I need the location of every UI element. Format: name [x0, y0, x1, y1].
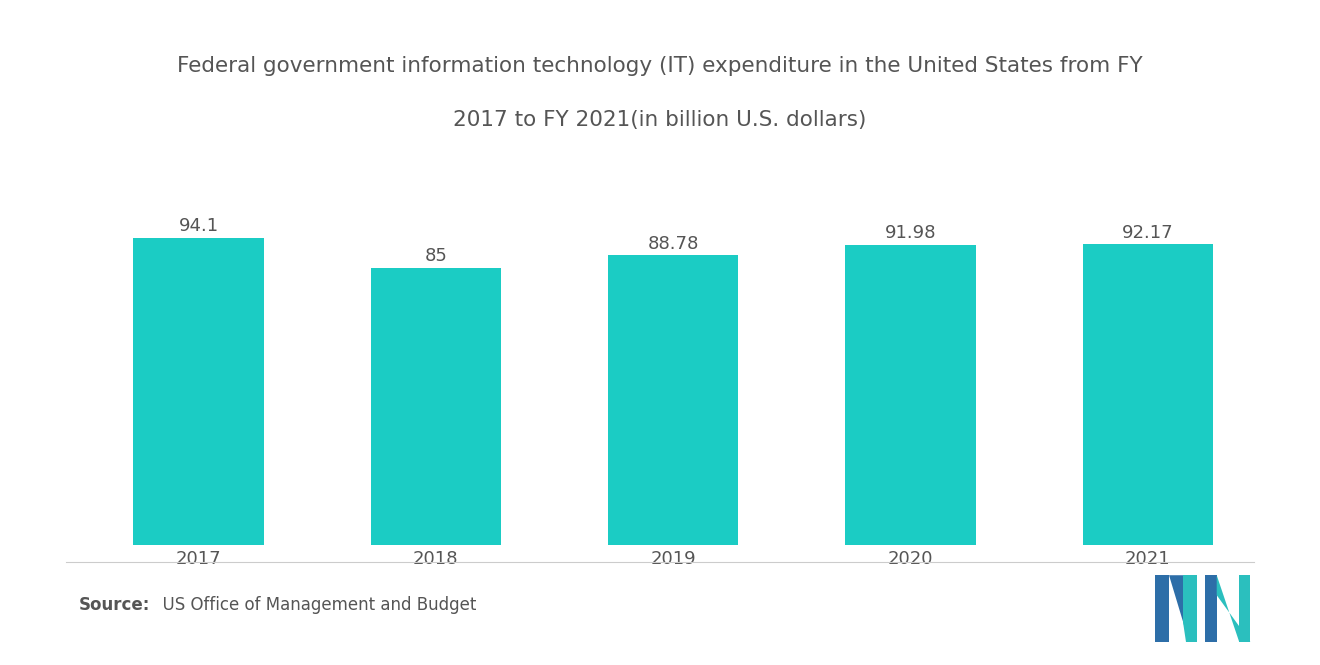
Text: 2017 to FY 2021(in billion U.S. dollars): 2017 to FY 2021(in billion U.S. dollars) — [453, 110, 867, 130]
Polygon shape — [1239, 575, 1250, 642]
Text: 88.78: 88.78 — [648, 235, 698, 253]
Text: 91.98: 91.98 — [884, 224, 936, 243]
Text: Source:: Source: — [79, 596, 150, 614]
Polygon shape — [1183, 575, 1197, 642]
Polygon shape — [1155, 575, 1170, 642]
Polygon shape — [1183, 575, 1197, 642]
Text: 94.1: 94.1 — [178, 217, 219, 235]
Bar — [1082, 245, 1213, 545]
Text: 85: 85 — [425, 247, 447, 265]
Polygon shape — [1170, 575, 1183, 622]
Bar — [845, 245, 975, 545]
Bar — [133, 238, 264, 545]
Bar — [371, 268, 502, 545]
Text: US Office of Management and Budget: US Office of Management and Budget — [152, 596, 477, 614]
Text: Federal government information technology (IT) expenditure in the United States : Federal government information technolog… — [177, 57, 1143, 76]
Polygon shape — [1205, 575, 1217, 642]
Text: 92.17: 92.17 — [1122, 224, 1173, 242]
Bar — [609, 255, 738, 545]
Polygon shape — [1217, 575, 1250, 642]
